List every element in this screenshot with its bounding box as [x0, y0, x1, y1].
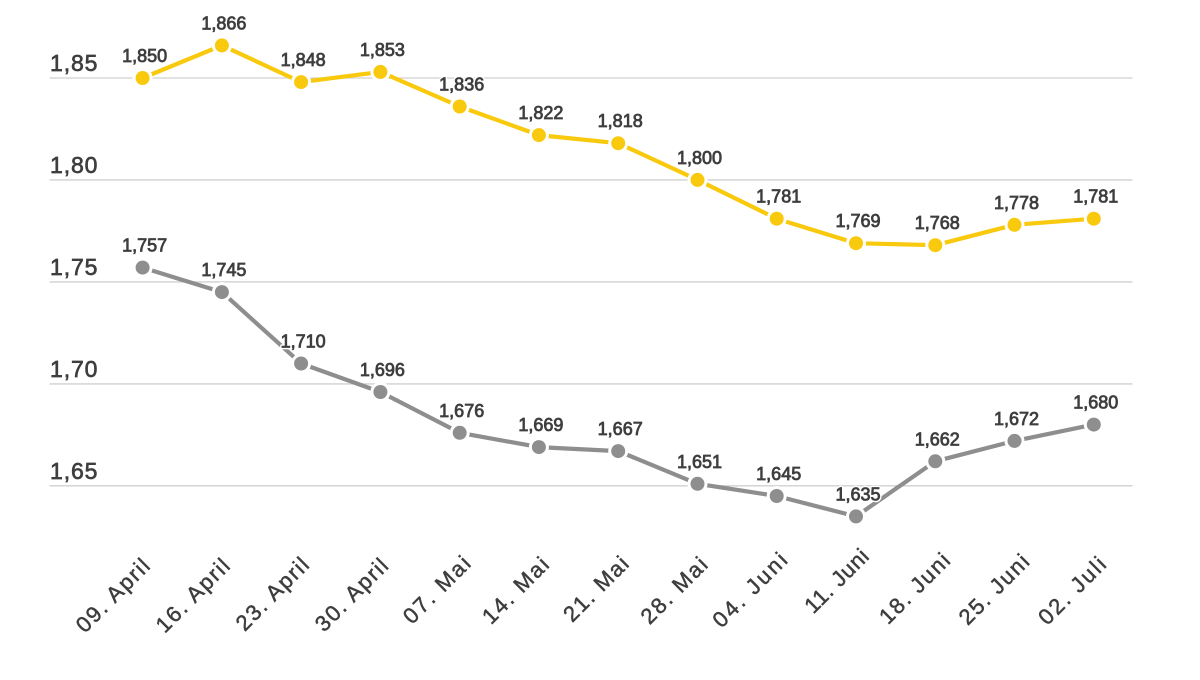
svg-text:1,818: 1,818: [598, 111, 643, 131]
svg-text:1,768: 1,768: [915, 213, 960, 233]
svg-text:1,669: 1,669: [518, 415, 563, 435]
svg-text:1,635: 1,635: [835, 484, 880, 504]
svg-text:1,848: 1,848: [281, 50, 326, 70]
svg-text:1,85: 1,85: [50, 50, 98, 76]
svg-text:1,781: 1,781: [1073, 187, 1118, 207]
svg-text:1,866: 1,866: [201, 13, 246, 33]
svg-text:1,667: 1,667: [598, 419, 643, 439]
svg-text:1,662: 1,662: [915, 429, 960, 449]
svg-text:1,662: 1,662: [915, 429, 960, 449]
svg-text:1,848: 1,848: [281, 50, 326, 70]
svg-text:1,850: 1,850: [122, 46, 167, 66]
svg-text:1,75: 1,75: [50, 254, 98, 280]
svg-text:1,70: 1,70: [50, 356, 98, 382]
svg-text:1,822: 1,822: [518, 103, 563, 123]
svg-text:1,853: 1,853: [360, 40, 405, 60]
svg-text:1,80: 1,80: [50, 152, 98, 178]
svg-text:1,778: 1,778: [994, 193, 1039, 213]
svg-text:1,645: 1,645: [756, 464, 801, 484]
svg-text:1,778: 1,778: [994, 193, 1039, 213]
svg-text:1,669: 1,669: [518, 415, 563, 435]
svg-text:1,710: 1,710: [281, 332, 326, 352]
svg-text:1,645: 1,645: [756, 464, 801, 484]
svg-text:1,836: 1,836: [439, 75, 484, 95]
svg-text:1,672: 1,672: [994, 409, 1039, 429]
svg-text:1,757: 1,757: [122, 236, 167, 256]
svg-text:1,651: 1,651: [677, 452, 722, 472]
svg-text:1,757: 1,757: [122, 236, 167, 256]
svg-text:1,745: 1,745: [201, 260, 246, 280]
svg-text:1,800: 1,800: [677, 148, 722, 168]
svg-text:1,768: 1,768: [915, 213, 960, 233]
svg-text:1,65: 1,65: [50, 458, 98, 484]
svg-text:1,850: 1,850: [122, 46, 167, 66]
svg-text:1,769: 1,769: [835, 211, 880, 231]
svg-text:1,818: 1,818: [598, 111, 643, 131]
svg-text:1,680: 1,680: [1073, 393, 1118, 413]
svg-text:1,745: 1,745: [201, 260, 246, 280]
svg-text:1,651: 1,651: [677, 452, 722, 472]
svg-text:1,781: 1,781: [1073, 187, 1118, 207]
svg-text:1,769: 1,769: [835, 211, 880, 231]
svg-text:1,672: 1,672: [994, 409, 1039, 429]
svg-text:1,680: 1,680: [1073, 393, 1118, 413]
svg-text:1,822: 1,822: [518, 103, 563, 123]
svg-text:1,853: 1,853: [360, 40, 405, 60]
svg-text:1,866: 1,866: [201, 13, 246, 33]
svg-text:1,836: 1,836: [439, 75, 484, 95]
svg-text:1,635: 1,635: [835, 484, 880, 504]
svg-text:1,696: 1,696: [360, 360, 405, 380]
svg-text:1,800: 1,800: [677, 148, 722, 168]
svg-text:1,781: 1,781: [756, 187, 801, 207]
svg-text:1,781: 1,781: [756, 187, 801, 207]
svg-text:1,696: 1,696: [360, 360, 405, 380]
svg-text:1,676: 1,676: [439, 401, 484, 421]
svg-text:1,676: 1,676: [439, 401, 484, 421]
svg-text:1,667: 1,667: [598, 419, 643, 439]
svg-text:1,710: 1,710: [281, 332, 326, 352]
